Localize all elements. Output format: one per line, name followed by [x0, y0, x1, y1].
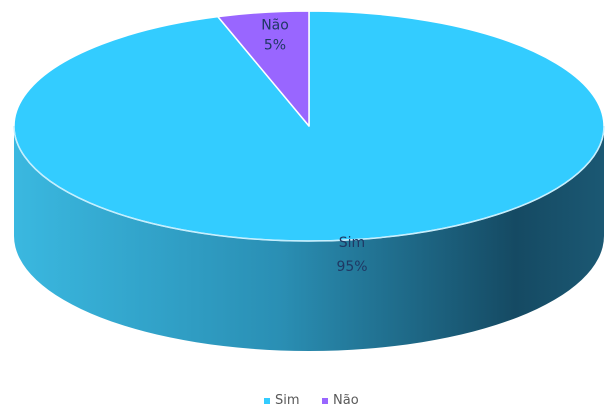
pie-slice-nao — [217, 10, 310, 127]
pie-side-wall — [14, 126, 604, 351]
legend: Sim Não — [264, 393, 359, 408]
data-label-nao-category: Não — [261, 17, 289, 33]
data-label-sim-percent: 95% — [336, 259, 367, 275]
data-label-sim-category: Sim — [339, 235, 365, 251]
legend-swatch-nao — [322, 398, 328, 404]
pie-rim — [13, 125, 605, 242]
legend-swatch-sim — [264, 398, 270, 404]
legend-label-nao: Não — [333, 393, 359, 408]
data-label-nao-percent: 5% — [264, 37, 286, 53]
legend-label-sim: Sim — [275, 393, 300, 408]
